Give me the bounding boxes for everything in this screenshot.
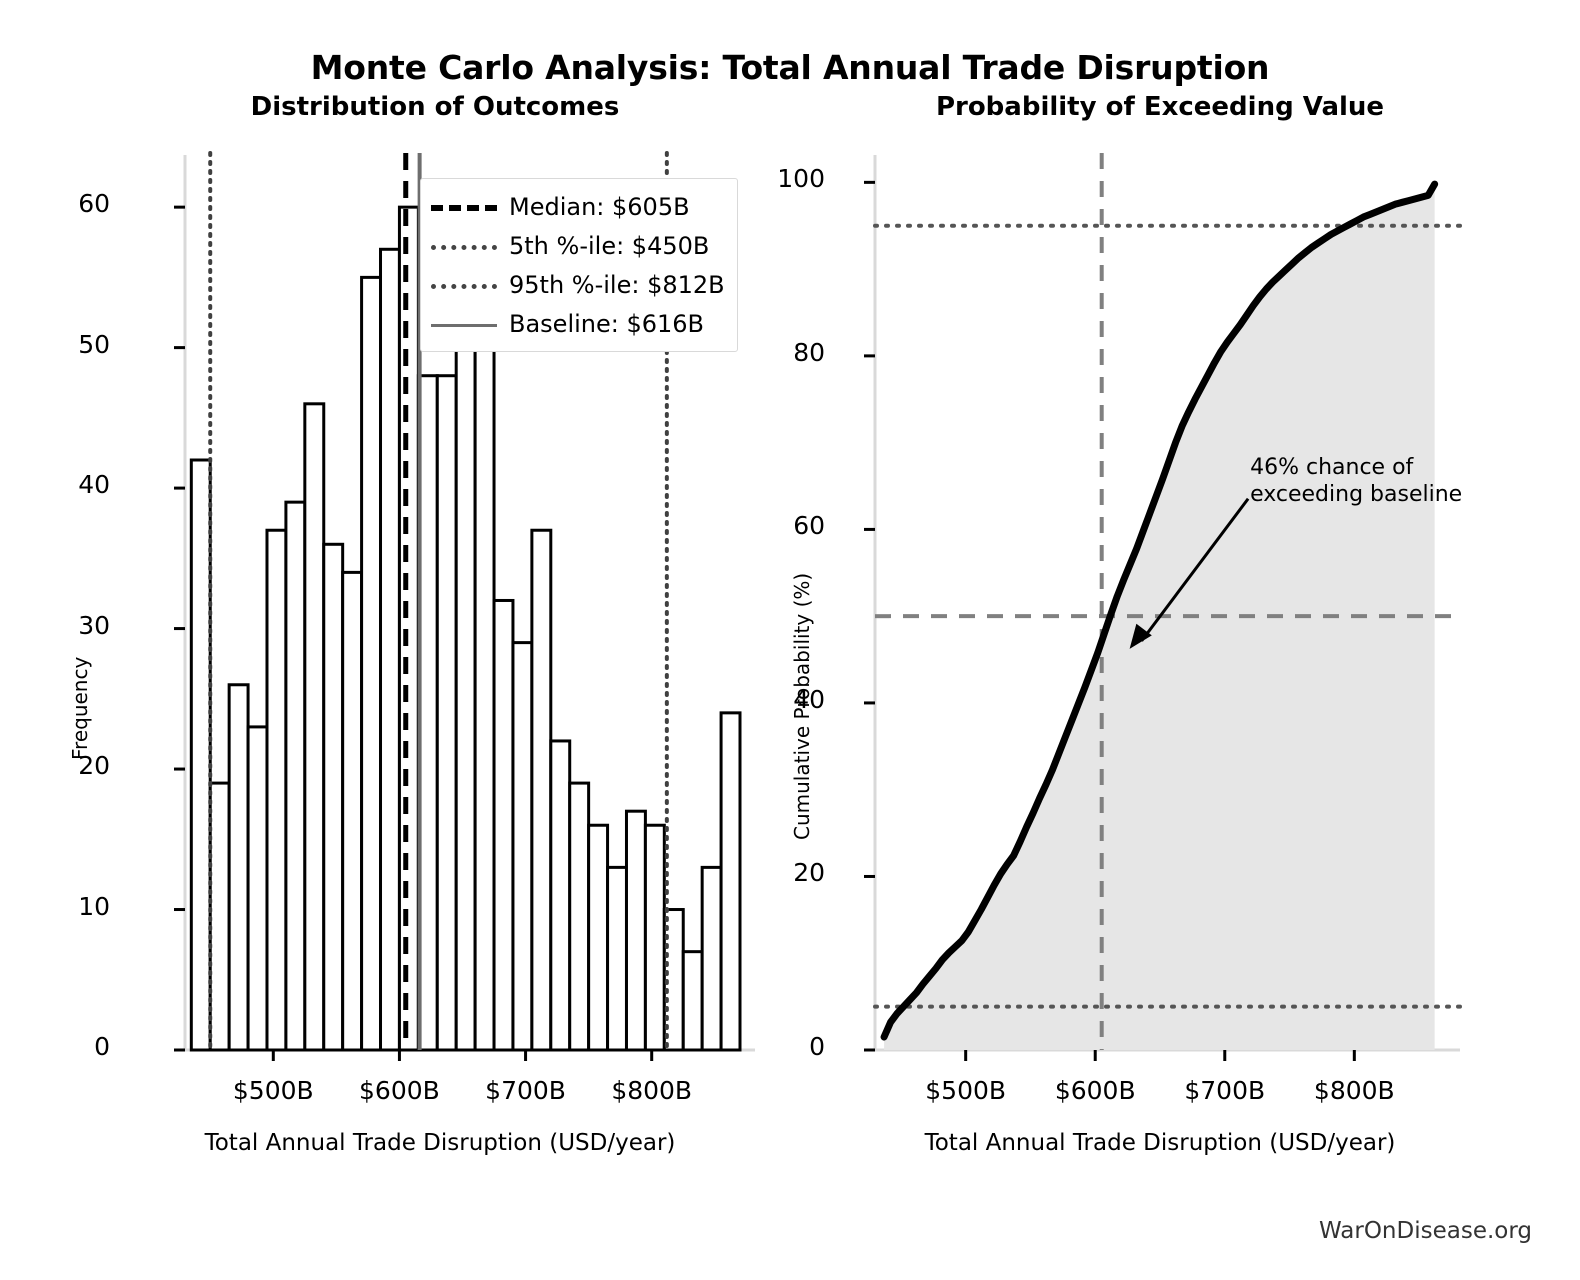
cdf-x-axis-label: Total Annual Trade Disruption (USD/year) [924,1130,1396,1156]
legend-item-p5: 5th %-ile: $450B [431,226,725,265]
cdf-y-tick-label: 80 [793,337,825,367]
histogram-y-tick-label: 10 [78,891,110,921]
cdf-x-tick-label: $800B [1313,1076,1395,1105]
p95-line-swatch-icon [431,275,497,295]
cdf-y-tick-label: 0 [809,1032,825,1061]
histogram-x-tick-label: $800B [611,1076,693,1105]
legend-item-baseline: Baseline: $616B [431,304,725,343]
right-panel-subtitle: Probability of Exceeding Value [935,92,1385,122]
legend-label-median: Median: $605B [509,192,690,221]
cdf-annotation-text: 46% chance of exceeding baseline [1250,454,1463,507]
histogram-y-tick-label: 0 [94,1032,110,1061]
histogram-y-tick-label: 60 [78,189,110,219]
legend-label-p5: 5th %-ile: $450B [509,231,710,260]
cdf-x-tick-label: $700B [1184,1076,1266,1105]
legend-label-baseline: Baseline: $616B [509,309,705,338]
histogram-legend: Median: $605B 5th %-ile: $450B 95th %-il… [420,178,738,352]
p5-line-swatch-icon [431,236,497,256]
baseline-line-swatch-icon [431,314,497,334]
cdf-x-tick-label: $600B [1054,1076,1136,1105]
cdf-y-tick-label: 20 [793,858,825,888]
legend-label-p95: 95th %-ile: $812B [509,270,725,299]
legend-item-median: Median: $605B [431,187,725,226]
histogram-y-axis-label: Frequency [68,656,92,760]
cdf-plot [864,153,1462,1061]
cdf-x-tick-label: $500B [925,1076,1007,1105]
histogram-x-tick-label: $700B [485,1076,566,1105]
histogram-y-tick-label: 20 [78,751,110,781]
histogram-x-tick-label: $600B [359,1076,440,1105]
histogram-x-tick-label: $500B [232,1076,314,1105]
figure-suptitle: Monte Carlo Analysis: Total Annual Trade… [310,48,1270,87]
histogram-x-axis-label: Total Annual Trade Disruption (USD/year) [204,1130,676,1156]
footer-watermark: WarOnDisease.org [1319,1218,1532,1244]
left-panel-subtitle: Distribution of Outcomes [250,92,620,122]
histogram-y-tick-label: 40 [78,470,110,500]
cdf-y-tick-label: 40 [793,684,825,714]
cdf-y-tick-label: 100 [777,164,825,194]
legend-item-p95: 95th %-ile: $812B [431,265,725,304]
histogram-y-tick-label: 30 [78,610,110,640]
cdf-y-tick-label: 60 [793,511,825,541]
histogram-plot [174,151,755,1061]
median-line-swatch-icon [431,197,497,217]
histogram-y-tick-label: 50 [78,329,110,359]
